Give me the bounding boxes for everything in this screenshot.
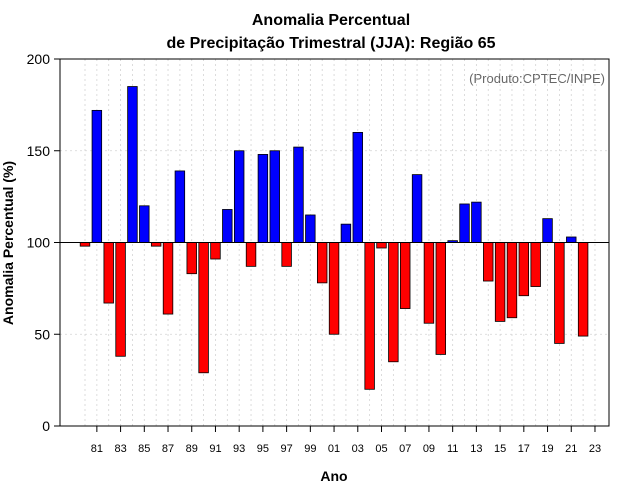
bar-1986 (150, 242, 162, 247)
bar-1998 (293, 146, 304, 243)
y-tick-label: 100 (27, 235, 51, 251)
bar-2010 (435, 242, 447, 355)
bar-1993 (233, 150, 245, 243)
x-axis-title: Ano (320, 468, 347, 484)
y-tick-label: 150 (27, 143, 51, 159)
y-tick-label: 200 (27, 51, 51, 67)
bar-2020 (554, 242, 565, 344)
bar-1988 (174, 170, 186, 243)
bar-1992 (222, 209, 233, 243)
bar-2003 (352, 131, 363, 243)
bar-2006 (388, 242, 399, 363)
x-tick-label: 83 (114, 443, 126, 455)
bar-1983 (115, 242, 126, 357)
bar-2002 (340, 223, 352, 243)
bar-2021 (566, 236, 577, 243)
bar-1999 (305, 214, 316, 243)
bar-2019 (542, 218, 553, 243)
x-tick-label: 91 (209, 443, 221, 455)
bar-2016 (506, 242, 518, 319)
chart-title-line2: de Precipitação Trimestral (JJA): Região… (166, 35, 495, 52)
x-tick-label: 81 (91, 443, 103, 455)
x-tick-label: 23 (589, 443, 601, 455)
bar-2000 (316, 242, 328, 284)
bar-1996 (269, 150, 280, 243)
bars (79, 86, 589, 390)
x-tick-label: 95 (257, 443, 269, 455)
y-axis-title: Anomalia Percentual (%) (0, 161, 16, 325)
bar-1981 (91, 109, 103, 243)
x-tick-label: 99 (304, 443, 316, 455)
x-tick-label: 15 (494, 443, 506, 455)
x-tick-label: 05 (375, 443, 387, 455)
x-tick-label: 13 (470, 443, 482, 455)
x-tick-label: 19 (541, 443, 553, 455)
bar-1997 (281, 242, 292, 267)
x-tick-label: 85 (138, 443, 150, 455)
bar-2018 (530, 242, 541, 287)
y-tick-label: 50 (34, 326, 50, 342)
credit-text: (Produto:CPTEC/INPE) (469, 71, 605, 86)
bar-1982 (103, 242, 114, 304)
bar-1995 (257, 154, 269, 243)
bar-1994 (245, 242, 257, 267)
x-tick-label: 03 (352, 443, 364, 455)
x-tick-label: 07 (399, 443, 411, 455)
x-tick-label: 01 (328, 443, 340, 455)
x-tick-label: 97 (280, 443, 292, 455)
bar-2012 (459, 203, 470, 243)
bar-2022 (577, 242, 589, 337)
bar-2009 (423, 242, 435, 324)
bar-2001 (328, 242, 340, 335)
bar-2004 (364, 242, 375, 390)
bar-2005 (376, 242, 387, 249)
axes: 0 50 100 150 200 81 83 85 87 89 91 93 95 97 99 01 03 05 07… (27, 51, 610, 455)
bar-1989 (186, 242, 197, 275)
bar-2015 (494, 242, 506, 322)
bar-2007 (400, 242, 411, 309)
bar-1980 (79, 242, 91, 247)
x-tick-label: 17 (518, 443, 530, 455)
bar-1984 (127, 86, 138, 243)
bar-2017 (518, 242, 530, 297)
bar-2013 (471, 201, 482, 243)
x-tick-label: 09 (423, 443, 435, 455)
x-tick-label: 93 (233, 443, 245, 455)
bar-2008 (411, 174, 423, 243)
chart-title-line1: Anomalia Percentual (252, 12, 410, 29)
x-tick-label: 11 (447, 443, 458, 455)
bar-1991 (210, 242, 221, 260)
x-tick-label: 21 (565, 443, 577, 455)
x-tick-label: 89 (186, 443, 198, 455)
x-tick-label: 87 (162, 443, 174, 455)
bar-1987 (162, 242, 174, 315)
bar-1985 (139, 205, 150, 243)
y-tick-label: 0 (42, 418, 50, 434)
bar-1990 (198, 242, 209, 374)
bar-2014 (483, 242, 494, 282)
